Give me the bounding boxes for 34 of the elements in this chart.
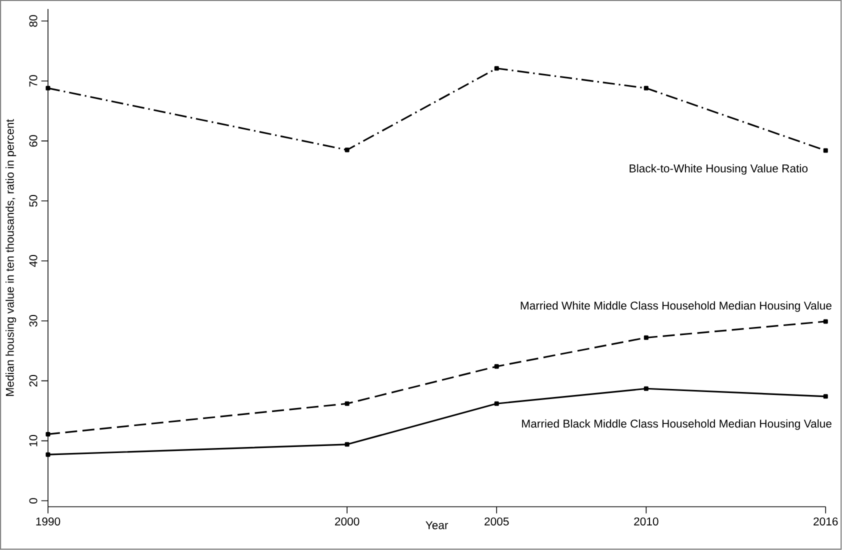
y-tick-label: 40	[29, 255, 38, 268]
x-tick-label: 2016	[814, 518, 838, 526]
series-label: Married White Middle Class Household Median Housing Value	[520, 301, 832, 312]
point	[46, 86, 50, 91]
y-tick-label: 0	[29, 498, 38, 504]
y-tick-label: 50	[29, 195, 38, 207]
y-axis-title: Median housing value in ten thousands, ratio in percent	[6, 119, 16, 396]
x-tick-label: 2000	[335, 518, 360, 526]
series-label: Married Black Middle Class Household Median Housing Value	[522, 419, 832, 430]
y-tick-label: 10	[29, 435, 38, 446]
point	[823, 394, 828, 399]
y-tick-label: 60	[29, 135, 38, 147]
point	[46, 432, 50, 437]
point	[494, 364, 499, 369]
point	[644, 336, 648, 340]
point	[46, 452, 50, 457]
y-tick-label: 30	[29, 315, 38, 327]
point	[344, 148, 350, 152]
x-axis-title: Year	[426, 521, 448, 530]
y-tick-label: 80	[29, 15, 38, 27]
point	[494, 401, 499, 406]
series-label: Black-to-White Housing Value Ratio	[630, 164, 808, 175]
point	[823, 319, 828, 324]
x-tick-label: 2010	[634, 518, 658, 526]
y-tick-label: 20	[29, 375, 38, 387]
point	[494, 66, 499, 71]
x-tick-label: 1990	[36, 518, 60, 526]
point	[344, 401, 350, 406]
point	[344, 442, 350, 447]
y-tick-label: 70	[29, 75, 38, 87]
x-tick-label: 2005	[484, 518, 509, 526]
point	[644, 386, 648, 392]
point	[644, 86, 648, 91]
point	[823, 148, 828, 153]
